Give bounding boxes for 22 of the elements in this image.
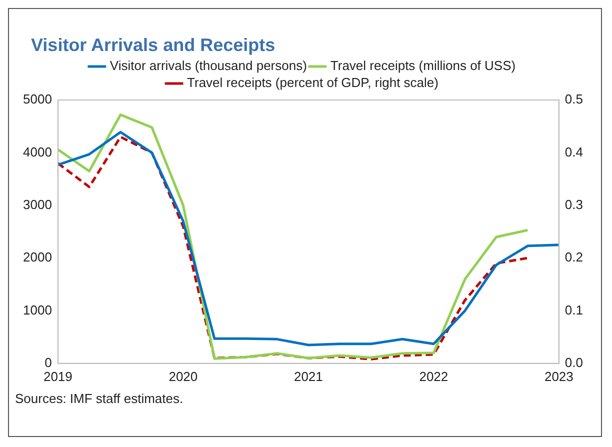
y2-tick-label: 0.2 xyxy=(564,250,584,265)
y-tick-label: 5000 xyxy=(23,92,52,107)
x-tick-label: 2021 xyxy=(294,368,323,384)
y2-tick-label: 0.0 xyxy=(564,354,584,370)
x-tick-label: 2022 xyxy=(419,368,448,384)
legend-label: Travel receipts (percent of GDP, right scale) xyxy=(187,75,438,90)
legend-label: Visitor arrivals (thousand persons) xyxy=(110,58,307,74)
y-tick-label: 0 xyxy=(44,354,52,370)
y2-tick-label: 0.1 xyxy=(564,302,584,318)
y2-tick-label: 0.3 xyxy=(564,196,584,212)
x-tick-label: 2020 xyxy=(168,368,198,384)
x-tick-label: 2019 xyxy=(43,368,72,384)
y-tick-label: 1000 xyxy=(23,302,52,318)
source-note: Sources: IMF staff estimates. xyxy=(14,391,184,406)
y2-tick-label: 0.4 xyxy=(564,144,584,160)
legend-label: Travel receipts (millions of USS) xyxy=(330,58,516,74)
chart-title: Visitor Arrivals and Receipts xyxy=(30,34,276,56)
y-tick-label: 3000 xyxy=(23,196,52,212)
y2-tick-label: 0.5 xyxy=(564,92,584,107)
x-tick-label: 2023 xyxy=(544,368,574,384)
y-tick-label: 4000 xyxy=(23,144,52,160)
y-tick-label: 2000 xyxy=(23,250,52,265)
